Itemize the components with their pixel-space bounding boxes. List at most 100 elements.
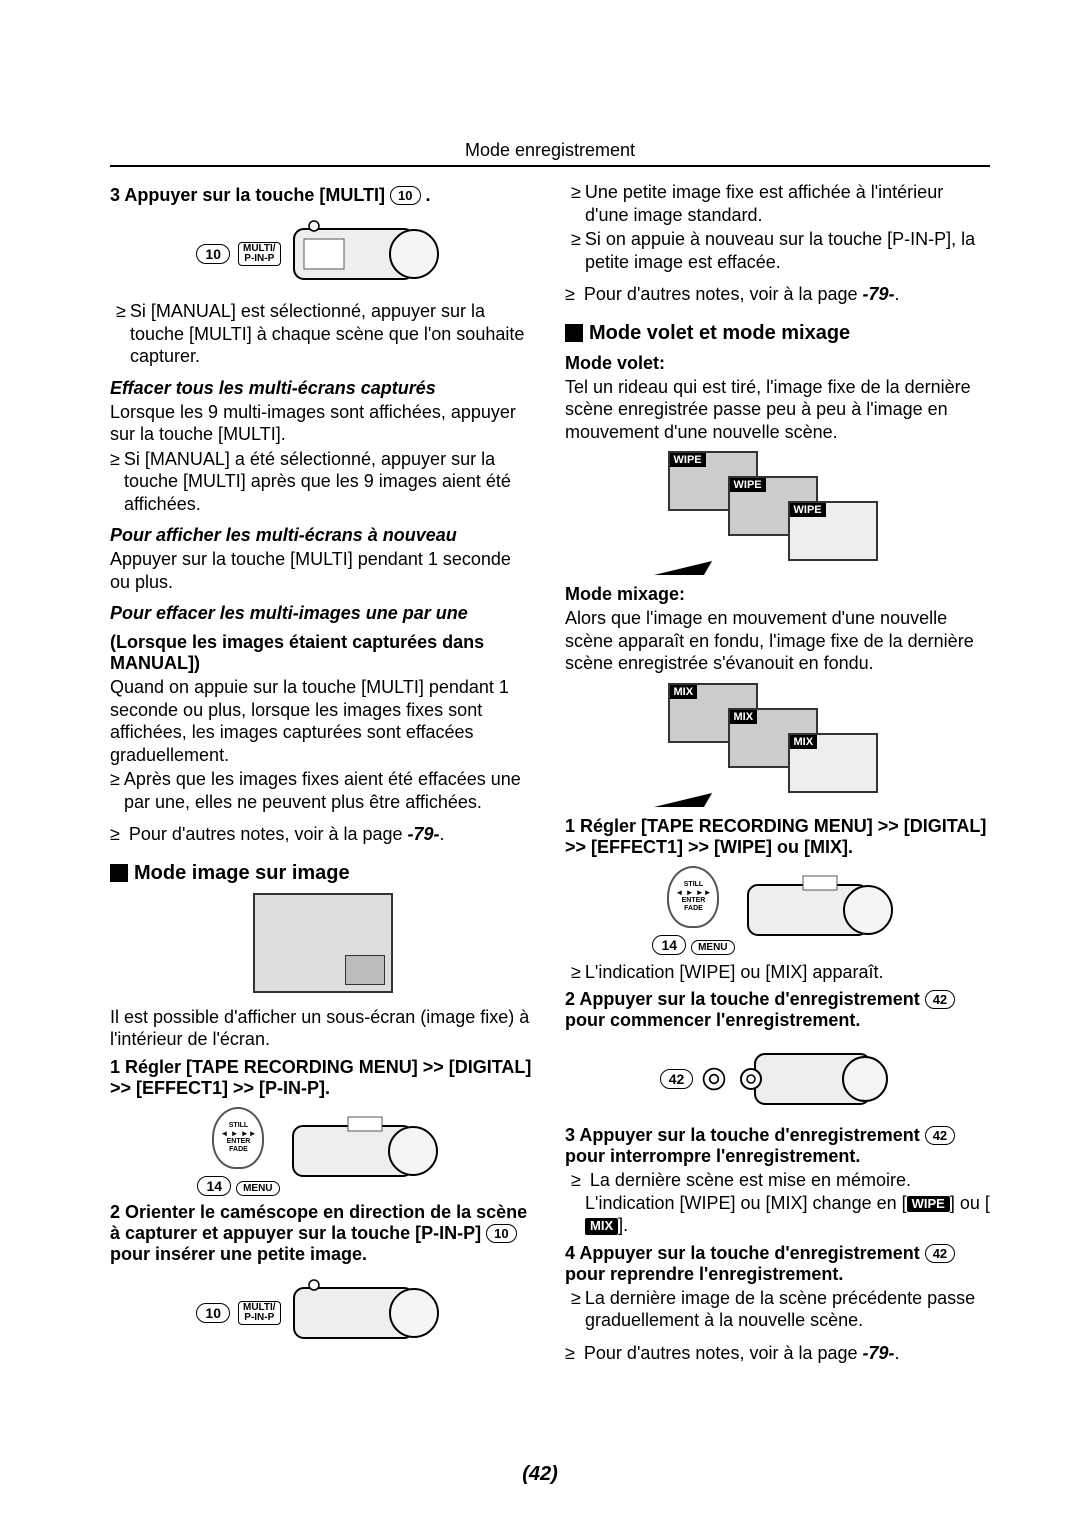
header-rule bbox=[110, 165, 990, 167]
step-number: 1 bbox=[110, 1057, 125, 1077]
multi-button-label: MULTI/ P-IN-P bbox=[238, 242, 281, 266]
ref-10-label: 10 bbox=[196, 244, 230, 264]
figure-rec-button: 42 bbox=[565, 1039, 990, 1119]
step3-bullet-a: La dernière scène est mise en mémoire. L… bbox=[585, 1170, 911, 1213]
ref-42-icon: 42 bbox=[925, 990, 955, 1009]
mix-cascade-icon: MIX MIX MIX bbox=[658, 683, 898, 803]
notes-list: Pour d'autres notes, voir à la page -79-… bbox=[565, 283, 990, 306]
pip-body: Il est possible d'afficher un sous-écran… bbox=[110, 1006, 535, 1051]
notes-text: Pour d'autres notes, voir à la page bbox=[584, 284, 863, 304]
ref-42-icon: 42 bbox=[925, 1126, 955, 1145]
one-bullets: Après que les images fixes aient été eff… bbox=[110, 768, 535, 813]
dpad-fade: FADE bbox=[684, 905, 703, 913]
wipe-badge: WIPE bbox=[907, 1196, 950, 1212]
list-item: Une petite image fixe est affichée à l'i… bbox=[585, 181, 990, 226]
wm-step2: 2 Appuyer sur la touche d'enregistrement… bbox=[565, 989, 990, 1031]
dpad-enter: ENTER bbox=[227, 1138, 251, 1146]
volet-body: Tel un rideau qui est tiré, l'image fixe… bbox=[565, 376, 990, 444]
section-wipemix-label: Mode volet et mode mixage bbox=[589, 322, 850, 345]
heading-show: Pour afficher les multi-écrans à nouveau bbox=[110, 525, 535, 546]
step3-bullets: Si [MANUAL] est sélectionné, appuyer sur… bbox=[110, 300, 535, 368]
heading-volet: Mode volet: bbox=[565, 353, 990, 374]
wm-step3-text-a: Appuyer sur la touche d'enregistrement bbox=[579, 1125, 924, 1145]
record-icon bbox=[701, 1066, 727, 1092]
page-header: Mode enregistrement bbox=[110, 140, 990, 161]
ref-42-icon: 42 bbox=[925, 1244, 955, 1263]
multi-button-label: MULTI/ P-IN-P bbox=[238, 1301, 281, 1325]
step-number: 4 bbox=[565, 1243, 579, 1263]
wipe-cascade-icon: WIPE WIPE WIPE bbox=[658, 451, 898, 571]
step3-bullet-c: ]. bbox=[618, 1215, 628, 1235]
menu-button-label: MENU bbox=[691, 940, 734, 955]
step-3-tail: . bbox=[426, 185, 431, 205]
pip-sub-icon bbox=[345, 955, 385, 985]
wm-step1-text: Régler [TAPE RECORDING MENU] >> [DIGITAL… bbox=[565, 816, 986, 857]
page-number: (42) bbox=[0, 1463, 1080, 1486]
pip-screen-icon bbox=[253, 893, 393, 993]
figure-menu-cam: STILL ◄ ► ►► ENTER FADE 14 MENU bbox=[110, 1107, 535, 1196]
mix-tag: MIX bbox=[670, 685, 698, 699]
list-item: Si [MANUAL] est sélectionné, appuyer sur… bbox=[130, 300, 535, 368]
pip-step1: 1 Régler [TAPE RECORDING MENU] >> [DIGIT… bbox=[110, 1057, 535, 1099]
list-item: La dernière scène est mise en mémoire. L… bbox=[585, 1169, 990, 1237]
one-sub: (Lorsque les images étaient capturées da… bbox=[110, 632, 535, 674]
camera-icon bbox=[289, 214, 449, 294]
figure-wipe-cascade: WIPE WIPE WIPE bbox=[565, 451, 990, 576]
mix-body: Alors que l'image en mouvement d'une nou… bbox=[565, 607, 990, 675]
wm-step3-bullets: La dernière scène est mise en mémoire. L… bbox=[565, 1169, 990, 1237]
menu-button-label: MENU bbox=[236, 1181, 279, 1196]
left-column: 3 Appuyer sur la touche [MULTI] 10 . 10 … bbox=[110, 179, 535, 1366]
dpad-fade: FADE bbox=[229, 1146, 248, 1154]
figure-mix-cascade: MIX MIX MIX bbox=[565, 683, 990, 808]
ref-10-label: 10 bbox=[196, 1303, 230, 1323]
arrow-icon bbox=[653, 561, 711, 575]
wm-step1: 1 Régler [TAPE RECORDING MENU] >> [DIGIT… bbox=[565, 816, 990, 858]
page-ref: -79- bbox=[408, 824, 440, 844]
heading-one: Pour effacer les multi-images une par un… bbox=[110, 603, 535, 624]
list-item: Pour d'autres notes, voir à la page -79-… bbox=[579, 283, 990, 306]
page-ref: -79- bbox=[863, 284, 895, 304]
step-3-line: 3 Appuyer sur la touche [MULTI] 10 . bbox=[110, 185, 535, 206]
step-3-text: Appuyer sur la touche [MULTI] bbox=[124, 185, 390, 205]
figure-menu-cam-2: STILL ◄ ► ►► ENTER FADE 14 MENU bbox=[565, 866, 990, 955]
arrow-icon bbox=[653, 793, 711, 807]
heading-mix: Mode mixage: bbox=[565, 584, 990, 605]
dpad-enter: ENTER bbox=[682, 897, 706, 905]
step-number: 2 bbox=[110, 1202, 125, 1222]
one-body: Quand on appuie sur la touche [MULTI] pe… bbox=[110, 676, 535, 766]
wm-step4: 4 Appuyer sur la touche d'enregistrement… bbox=[565, 1243, 990, 1285]
list-item: L'indication [WIPE] ou [MIX] apparaît. bbox=[585, 961, 990, 984]
right-column: Une petite image fixe est affichée à l'i… bbox=[565, 179, 990, 1366]
ref-42-label: 42 bbox=[660, 1069, 694, 1089]
ref-10-icon: 10 bbox=[390, 186, 420, 205]
camera-icon bbox=[289, 1273, 449, 1353]
mix-tag: MIX bbox=[790, 735, 818, 749]
list-item: Pour d'autres notes, voir à la page -79-… bbox=[124, 823, 535, 846]
section-pip: Mode image sur image bbox=[110, 862, 535, 885]
pip-step1-text: Régler [TAPE RECORDING MENU] >> [DIGITAL… bbox=[110, 1057, 531, 1098]
figure-pinp-button: 10 MULTI/ P-IN-P bbox=[110, 1273, 535, 1353]
wipe-tag: WIPE bbox=[790, 503, 826, 517]
notes-list-2: Pour d'autres notes, voir à la page -79-… bbox=[565, 1342, 990, 1365]
heading-erase: Effacer tous les multi-écrans capturés bbox=[110, 378, 535, 399]
wm-step3-text-b: pour interrompre l'enregistrement. bbox=[565, 1146, 860, 1166]
wm-step2-text-a: Appuyer sur la touche d'enregistrement bbox=[579, 989, 924, 1009]
ref-10-icon: 10 bbox=[486, 1224, 516, 1243]
mix-tag: MIX bbox=[730, 710, 758, 724]
notes-text: Pour d'autres notes, voir à la page bbox=[584, 1343, 863, 1363]
list-item: Pour d'autres notes, voir à la page -79-… bbox=[579, 1342, 990, 1365]
dpad-icon: STILL ◄ ► ►► ENTER FADE bbox=[212, 1107, 264, 1169]
list-item: La dernière image de la scène précédente… bbox=[585, 1287, 990, 1332]
mix-badge: MIX bbox=[585, 1218, 618, 1234]
wm-step3: 3 Appuyer sur la touche d'enregistrement… bbox=[565, 1125, 990, 1167]
page-ref: -79- bbox=[863, 1343, 895, 1363]
figure-pip-screen bbox=[110, 893, 535, 998]
wipe-tag: WIPE bbox=[670, 453, 706, 467]
step-number: 3 bbox=[110, 185, 124, 205]
list-item: Après que les images fixes aient été eff… bbox=[124, 768, 535, 813]
dpad-icon: STILL ◄ ► ►► ENTER FADE bbox=[667, 866, 719, 928]
step-number: 2 bbox=[565, 989, 579, 1009]
notes-text: Pour d'autres notes, voir à la page bbox=[129, 824, 408, 844]
section-pip-label: Mode image sur image bbox=[134, 862, 350, 885]
wm-step2-text-b: pour commencer l'enregistrement. bbox=[565, 1010, 860, 1030]
